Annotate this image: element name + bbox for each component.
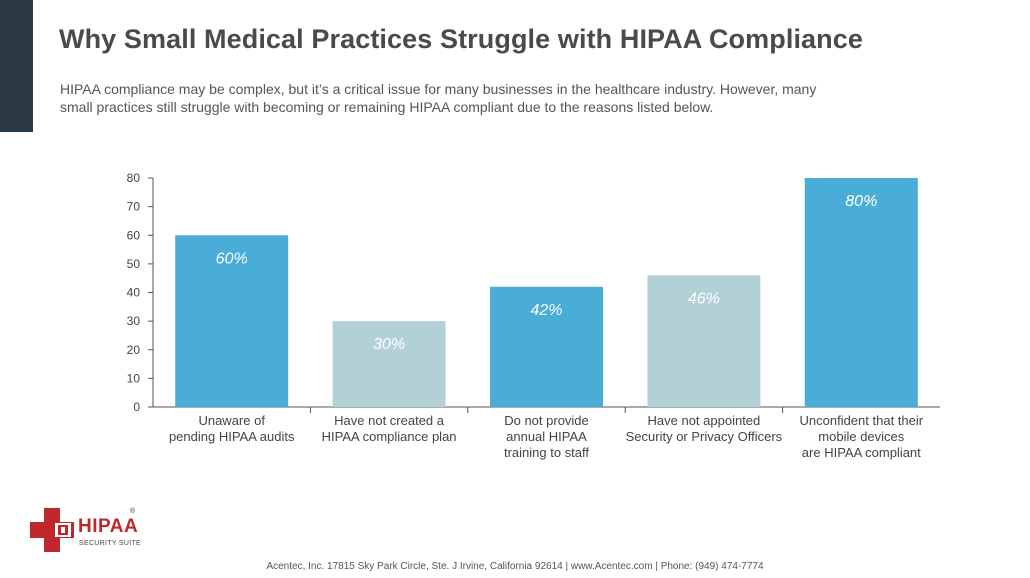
y-tick-label: 40	[127, 286, 141, 300]
x-category-label: Unconfident that their	[800, 413, 924, 428]
logo-subtitle: SECURITY SUITE	[79, 540, 142, 547]
x-category-label: Unaware of	[198, 413, 265, 428]
footer-contact: Acentec, Inc. 17815 Sky Park Circle, Ste…	[266, 561, 764, 572]
logo-registered-mark: ®	[130, 508, 136, 515]
bar-data-label: 30%	[373, 336, 405, 353]
bar-data-label: 46%	[688, 290, 720, 307]
bar	[175, 235, 289, 407]
accent-side-bar	[0, 0, 33, 132]
x-category-label: HIPAA compliance plan	[322, 429, 457, 444]
red-cross-lock-icon	[30, 508, 74, 552]
x-category-label: training to staff	[504, 445, 589, 460]
subtitle-line-1: HIPAA compliance may be complex, but it’…	[60, 81, 817, 97]
x-category-label: mobile devices	[818, 429, 904, 444]
y-tick-label: 80	[127, 171, 141, 185]
bar	[647, 275, 761, 407]
y-tick-label: 70	[127, 200, 141, 214]
subtitle-line-2: small practices still struggle with beco…	[60, 99, 714, 115]
y-tick-label: 60	[127, 228, 141, 242]
x-category-label: Security or Privacy Officers	[626, 429, 783, 444]
bar-data-label: 60%	[216, 250, 248, 267]
bar	[332, 321, 446, 407]
x-category-label: pending HIPAA audits	[169, 429, 295, 444]
bar	[804, 178, 918, 407]
y-tick-label: 0	[133, 400, 140, 414]
bar-data-label: 42%	[530, 302, 562, 319]
y-tick-label: 10	[127, 371, 141, 385]
x-category-label: Do not provide	[504, 413, 589, 428]
y-tick-label: 50	[127, 257, 141, 271]
x-category-label: are HIPAA compliant	[802, 445, 921, 460]
y-tick-label: 20	[127, 343, 141, 357]
y-tick-label: 30	[127, 314, 141, 328]
x-category-label: annual HIPAA	[506, 429, 587, 444]
bar-data-label: 80%	[845, 193, 877, 210]
hipaa-logo: HIPAA ® SECURITY SUITE	[30, 508, 145, 554]
x-category-label: Have not appointed	[648, 413, 761, 428]
logo-wordmark: HIPAA	[78, 516, 139, 537]
page-title: Why Small Medical Practices Struggle wit…	[59, 24, 863, 54]
page-subtitle: HIPAA compliance may be complex, but it’…	[60, 80, 910, 116]
bar	[490, 286, 603, 407]
x-category-label: Have not created a	[334, 413, 445, 428]
